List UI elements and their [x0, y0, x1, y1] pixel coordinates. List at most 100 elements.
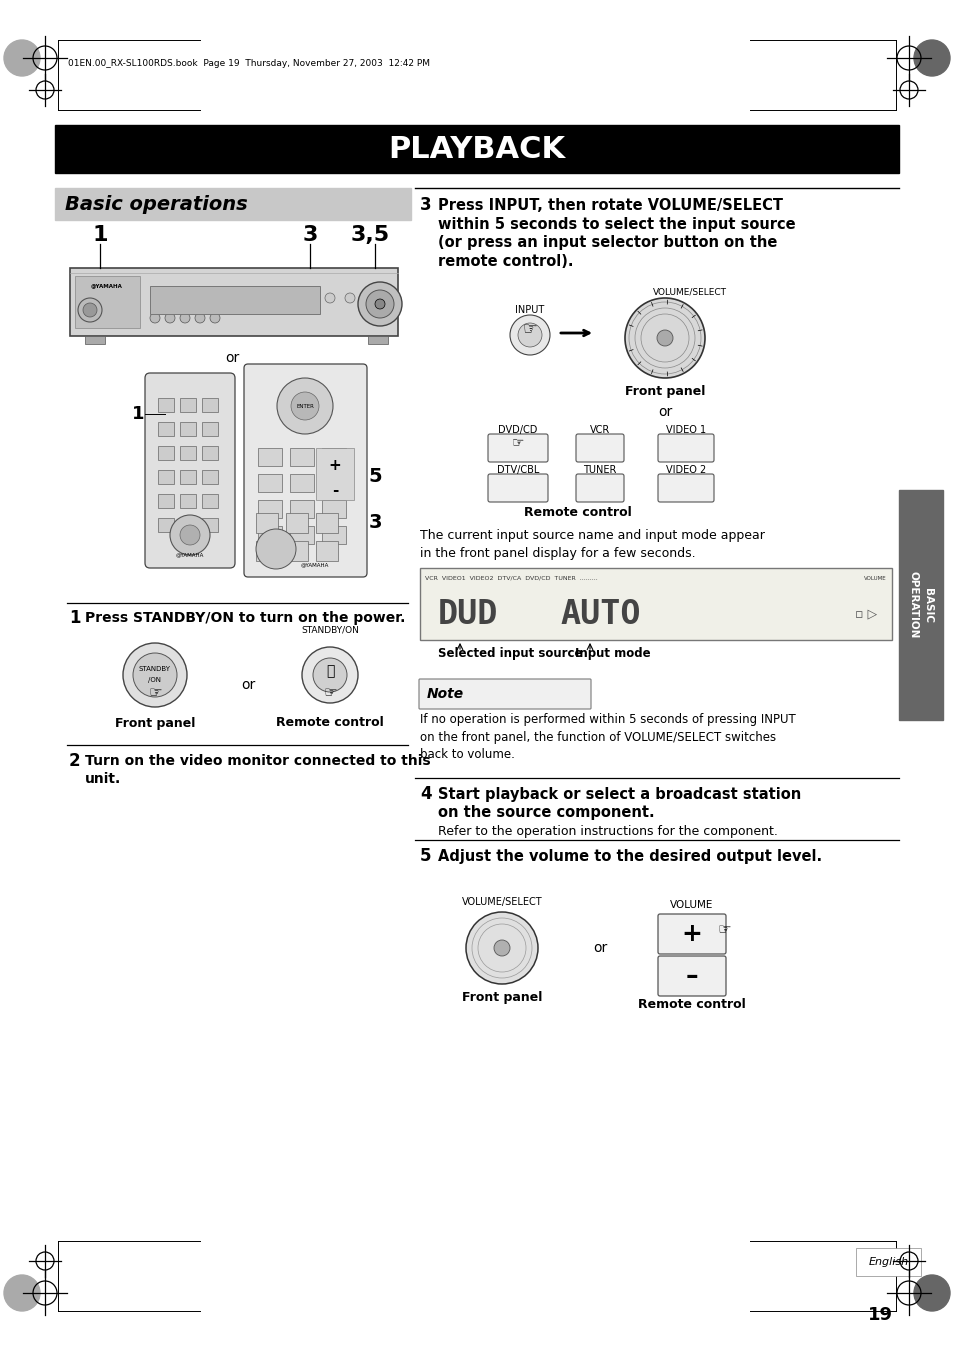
Text: Press STANDBY/ON to turn on the power.: Press STANDBY/ON to turn on the power. [85, 611, 405, 626]
Bar [180, 446, 195, 459]
Text: TUNER: TUNER [582, 465, 616, 476]
Bar [419, 567, 891, 640]
Bar [75, 276, 140, 328]
Bar [150, 286, 319, 313]
Bar [158, 399, 173, 412]
Bar [290, 526, 314, 544]
Bar [202, 399, 218, 412]
Text: ⏻: ⏻ [326, 663, 334, 678]
Bar [180, 470, 195, 484]
Bar [368, 336, 388, 345]
Circle shape [365, 293, 375, 303]
Bar [180, 422, 195, 436]
Text: VCR: VCR [589, 426, 610, 435]
Bar [180, 494, 195, 508]
Text: unit.: unit. [85, 771, 121, 786]
Text: in the front panel display for a few seconds.: in the front panel display for a few sec… [419, 547, 695, 561]
Bar [257, 474, 282, 492]
Bar [70, 267, 397, 336]
Text: VOLUME: VOLUME [863, 576, 886, 581]
Bar [158, 446, 173, 459]
Circle shape [170, 515, 210, 555]
Circle shape [255, 530, 295, 569]
Bar [55, 188, 411, 220]
FancyBboxPatch shape [488, 474, 547, 503]
Text: -: - [332, 482, 337, 497]
Circle shape [657, 330, 672, 346]
Text: 3: 3 [419, 196, 431, 213]
Bar [255, 540, 277, 561]
Circle shape [4, 1275, 40, 1310]
Text: ☞: ☞ [511, 435, 524, 449]
Circle shape [302, 647, 357, 703]
Text: back to volume.: back to volume. [419, 747, 515, 761]
FancyBboxPatch shape [244, 363, 367, 577]
Text: 5: 5 [368, 466, 381, 485]
Text: @YAMAHA: @YAMAHA [175, 553, 204, 558]
Text: Turn on the video monitor connected to this: Turn on the video monitor connected to t… [85, 754, 430, 767]
Text: 4: 4 [419, 785, 431, 802]
Circle shape [276, 378, 333, 434]
Text: ▫ ▷: ▫ ▷ [854, 608, 876, 620]
Circle shape [78, 299, 102, 322]
Text: ☞: ☞ [522, 320, 537, 338]
Text: –: – [685, 965, 698, 988]
Circle shape [4, 41, 40, 76]
Text: 5: 5 [419, 847, 431, 865]
Text: or: or [225, 351, 239, 365]
Bar [286, 540, 308, 561]
Bar [202, 494, 218, 508]
Bar [322, 449, 346, 466]
Bar [322, 474, 346, 492]
Text: 01EN.00_RX-SL100RDS.book  Page 19  Thursday, November 27, 2003  12:42 PM: 01EN.00_RX-SL100RDS.book Page 19 Thursda… [68, 59, 430, 69]
Text: VIDEO 1: VIDEO 1 [665, 426, 705, 435]
Text: DVD/CD: DVD/CD [497, 426, 537, 435]
Bar [255, 513, 277, 534]
Text: 3,5: 3,5 [350, 226, 389, 245]
Circle shape [913, 1275, 949, 1310]
Bar [898, 490, 942, 720]
FancyBboxPatch shape [658, 434, 713, 462]
Text: Remote control: Remote control [523, 505, 631, 519]
Bar [257, 449, 282, 466]
Text: VOLUME/SELECT: VOLUME/SELECT [652, 288, 726, 296]
Bar [158, 470, 173, 484]
FancyBboxPatch shape [418, 680, 590, 709]
Bar [322, 526, 346, 544]
Text: If no operation is performed within 5 seconds of pressing INPUT: If no operation is performed within 5 se… [419, 713, 795, 727]
Text: Start playback or select a broadcast station: Start playback or select a broadcast sta… [437, 786, 801, 801]
Circle shape [494, 940, 510, 957]
Text: STANDBY: STANDBY [139, 666, 171, 671]
Circle shape [194, 313, 205, 323]
Text: on the front panel, the function of VOLUME/SELECT switches: on the front panel, the function of VOLU… [419, 731, 776, 743]
Bar [202, 446, 218, 459]
Text: ☞: ☞ [148, 685, 162, 701]
Text: Front panel: Front panel [624, 385, 704, 399]
Circle shape [123, 643, 187, 707]
Text: 1: 1 [132, 405, 144, 423]
FancyBboxPatch shape [576, 434, 623, 462]
Circle shape [210, 313, 220, 323]
Text: Input mode: Input mode [575, 647, 650, 661]
Text: Refer to the operation instructions for the component.: Refer to the operation instructions for … [437, 825, 777, 839]
Text: DTV/CBL: DTV/CBL [497, 465, 538, 476]
Circle shape [345, 293, 355, 303]
Text: +: + [328, 458, 341, 473]
Text: 3: 3 [368, 513, 381, 532]
Text: remote control).: remote control). [437, 254, 573, 269]
Text: on the source component.: on the source component. [437, 804, 654, 820]
Circle shape [624, 299, 704, 378]
Text: 1: 1 [69, 609, 80, 627]
Text: Front panel: Front panel [114, 716, 195, 730]
Text: VOLUME: VOLUME [670, 900, 713, 911]
Circle shape [132, 653, 177, 697]
Text: PLAYBACK: PLAYBACK [388, 135, 565, 165]
Circle shape [150, 313, 160, 323]
Text: Remote control: Remote control [275, 716, 383, 730]
Text: (or press an input selector button on the: (or press an input selector button on th… [437, 235, 777, 250]
Bar [180, 517, 195, 532]
Text: VIDEO 2: VIDEO 2 [665, 465, 705, 476]
FancyBboxPatch shape [488, 434, 547, 462]
Text: within 5 seconds to select the input source: within 5 seconds to select the input sou… [437, 216, 795, 231]
Bar [315, 540, 337, 561]
